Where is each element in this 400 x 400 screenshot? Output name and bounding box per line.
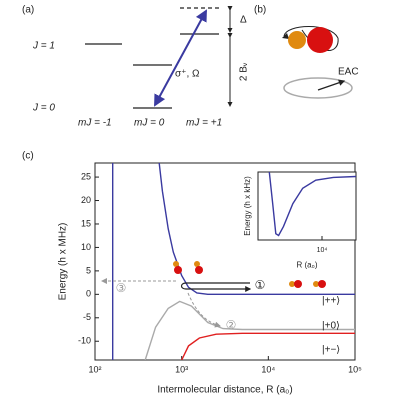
main-plot: 10² 10³ 10⁴ 10⁵ -10 -5 0 5 10 15 20 25 Intermolecula… xyxy=(58,163,362,395)
panel-label: (c) xyxy=(22,151,34,162)
curve xyxy=(144,300,355,360)
curve xyxy=(112,163,355,360)
annotation: ② xyxy=(226,318,237,332)
molecule-icon xyxy=(282,26,339,53)
transition-arrow xyxy=(154,9,207,107)
curve xyxy=(181,332,355,360)
y-tick-label: -10 xyxy=(78,336,91,346)
inset-frame xyxy=(257,171,357,241)
x-tick-label: 10⁴ xyxy=(317,247,328,254)
x-tick-label: 10³ xyxy=(175,364,188,374)
transition-label: σ⁺, Ω xyxy=(175,69,200,80)
level-label: J = 1 xyxy=(32,41,55,52)
field-arrow xyxy=(317,79,346,91)
y-tick-label: 20 xyxy=(81,195,91,205)
plot-frame xyxy=(94,162,356,361)
splitting-label: 2 Bᵥ xyxy=(239,62,250,81)
field-label: EAC xyxy=(338,67,359,78)
path-arrow xyxy=(187,292,221,328)
curve xyxy=(268,172,356,237)
y-axis-label: Energy (h x kHz) xyxy=(243,176,252,236)
level-label: J = 0 xyxy=(32,103,55,114)
x-axis-label: Intermolecular distance, R (a₀) xyxy=(157,384,292,395)
panel-label: (a) xyxy=(22,5,34,16)
m-label: mJ = 0 xyxy=(134,118,165,129)
state-label: |+−⟩ xyxy=(322,345,340,356)
x-tick-label: 10⁵ xyxy=(348,364,362,374)
panel-label: (b) xyxy=(254,5,266,16)
state-label: |++⟩ xyxy=(322,296,340,307)
state-label: |+0⟩ xyxy=(322,321,340,332)
x-tick-label: 10⁴ xyxy=(261,364,275,374)
field-ellipse xyxy=(283,77,353,99)
x-axis-label: R (a₀) xyxy=(296,261,317,270)
y-tick-label: 5 xyxy=(86,265,91,275)
y-tick-label: 10 xyxy=(81,242,91,252)
y-tick-label: 0 xyxy=(86,289,91,299)
path-arrow xyxy=(180,282,252,292)
y-tick-label: 25 xyxy=(81,171,91,181)
levels xyxy=(85,6,233,109)
y-axis-label: Energy (h x MHz) xyxy=(58,223,69,301)
detuning-label: Δ xyxy=(240,15,247,26)
m-label: mJ = -1 xyxy=(78,118,112,129)
molecule-icons xyxy=(173,261,326,288)
y-tick-label: 15 xyxy=(81,218,91,228)
annotation: ③ xyxy=(116,281,127,295)
annotation: ① xyxy=(255,278,266,292)
m-label: mJ = +1 xyxy=(186,118,222,129)
y-tick-label: -5 xyxy=(83,312,91,322)
x-tick-label: 10² xyxy=(88,364,101,374)
